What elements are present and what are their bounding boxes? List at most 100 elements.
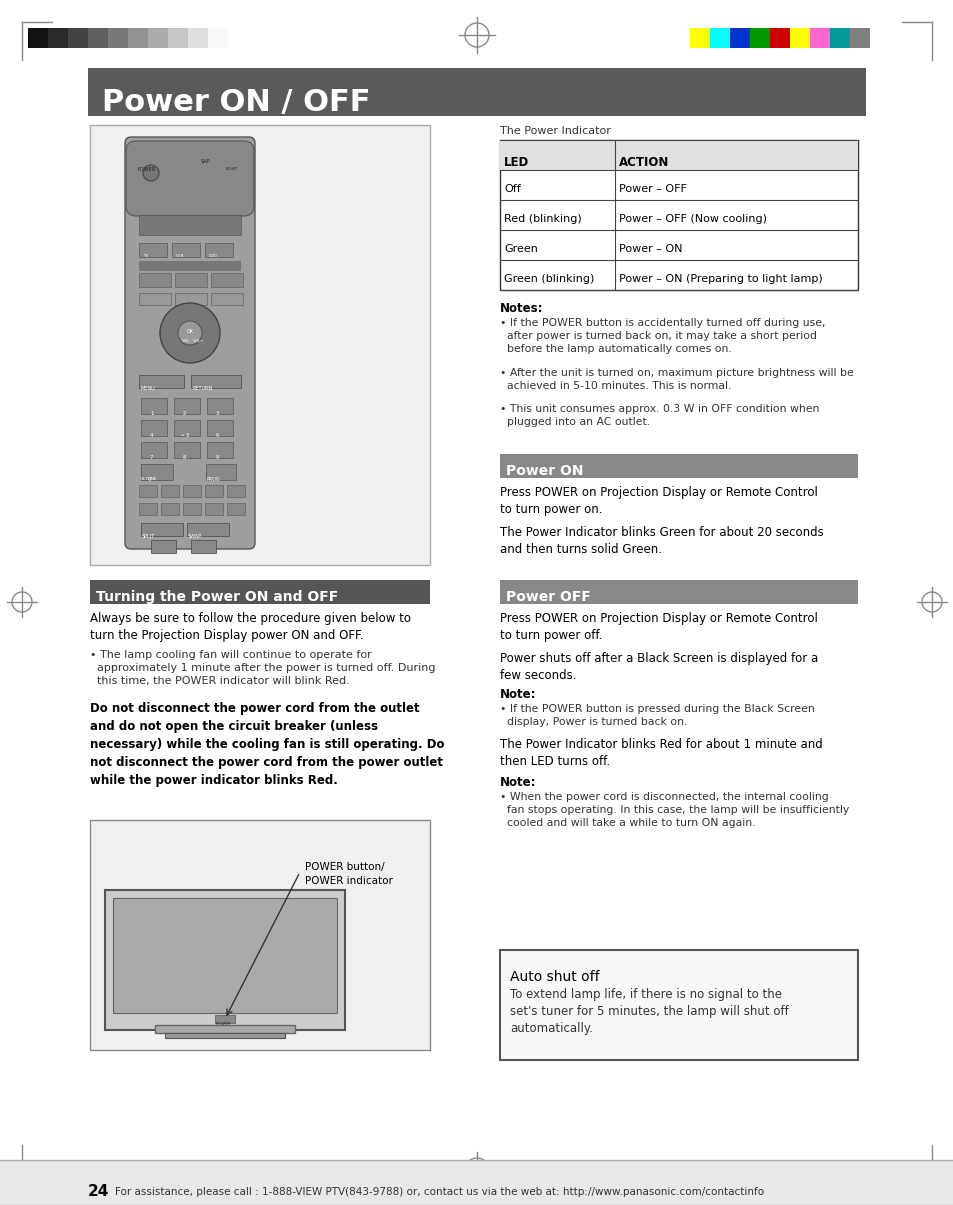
Bar — [499, 454, 857, 478]
Bar — [499, 580, 857, 604]
Text: POWER: POWER — [138, 167, 156, 172]
Text: MENU: MENU — [141, 386, 155, 390]
Text: Power – ON: Power – ON — [618, 243, 681, 254]
Text: For assistance, please call : 1-888-VIEW PTV(843-9788) or, contact us via the we: For assistance, please call : 1-888-VIEW… — [115, 1187, 763, 1197]
Bar — [141, 464, 172, 480]
Text: Power ON / OFF: Power ON / OFF — [102, 88, 370, 117]
Text: 6: 6 — [215, 433, 219, 437]
Bar — [173, 398, 200, 415]
Bar — [205, 502, 223, 515]
Bar — [829, 28, 849, 48]
Text: Green (blinking): Green (blinking) — [503, 274, 594, 284]
Bar — [161, 502, 179, 515]
Text: Turning the Power ON and OFF: Turning the Power ON and OFF — [96, 590, 338, 604]
Bar — [174, 274, 207, 287]
Text: The Power Indicator blinks Green for about 20 seconds
and then turns solid Green: The Power Indicator blinks Green for abo… — [499, 527, 822, 556]
FancyBboxPatch shape — [126, 141, 253, 216]
Text: Power – ON (Preparing to light lamp): Power – ON (Preparing to light lamp) — [618, 274, 821, 284]
Text: 1: 1 — [150, 411, 153, 416]
Bar — [789, 28, 809, 48]
Bar — [161, 484, 179, 496]
Text: • When the power cord is disconnected, the internal cooling
  fan stops operatin: • When the power cord is disconnected, t… — [499, 792, 848, 828]
Bar — [105, 890, 345, 1030]
Bar — [174, 293, 207, 305]
Text: 8: 8 — [183, 455, 186, 460]
Text: The Power Indicator blinks Red for about 1 minute and
then LED turns off.: The Power Indicator blinks Red for about… — [499, 737, 821, 768]
Text: Power – OFF: Power – OFF — [618, 184, 686, 194]
Bar — [172, 243, 200, 257]
Text: Do not disconnect the power cord from the outlet
and do not open the circuit bre: Do not disconnect the power cord from th… — [90, 703, 444, 787]
Text: Always be sure to follow the procedure given below to
turn the Projection Displa: Always be sure to follow the procedure g… — [90, 612, 411, 642]
Text: • The lamp cooling fan will continue to operate for
  approximately 1 minute aft: • The lamp cooling fan will continue to … — [90, 649, 435, 687]
Text: IN-TUNE: IN-TUNE — [141, 477, 157, 481]
Text: SWAP: SWAP — [188, 534, 202, 539]
Text: POWER button/: POWER button/ — [305, 862, 384, 872]
Bar — [191, 540, 215, 553]
Bar — [183, 484, 201, 496]
Text: TV: TV — [143, 254, 149, 258]
Bar — [141, 523, 183, 536]
Bar — [128, 28, 148, 48]
Bar — [139, 274, 171, 287]
Bar — [173, 421, 200, 436]
Text: PROG: PROG — [207, 477, 220, 482]
Bar — [139, 484, 157, 496]
Text: 0: 0 — [148, 477, 152, 482]
Text: POWER: POWER — [215, 1022, 232, 1025]
Bar — [709, 28, 729, 48]
Bar — [188, 28, 208, 48]
Bar — [214, 1015, 234, 1023]
Bar — [108, 28, 128, 48]
Bar — [139, 261, 241, 271]
Bar — [211, 274, 243, 287]
Bar — [0, 1160, 953, 1205]
Bar — [208, 28, 228, 48]
Bar — [154, 1025, 294, 1033]
Text: LIGHT: LIGHT — [226, 167, 238, 171]
Text: Power OFF: Power OFF — [505, 590, 590, 604]
Text: POWER indicator: POWER indicator — [305, 876, 393, 886]
Bar — [849, 28, 869, 48]
Bar — [141, 442, 167, 458]
Bar — [183, 502, 201, 515]
FancyBboxPatch shape — [125, 137, 254, 549]
Bar — [207, 421, 233, 436]
Text: 24: 24 — [88, 1185, 110, 1199]
Text: Note:: Note: — [499, 688, 536, 701]
Bar — [139, 214, 241, 235]
Text: VCR: VCR — [175, 254, 185, 258]
Text: Power – OFF (Now cooling): Power – OFF (Now cooling) — [618, 214, 766, 224]
Bar — [499, 950, 857, 1060]
Bar — [88, 28, 108, 48]
Bar — [809, 28, 829, 48]
Bar — [749, 28, 769, 48]
Text: Red (blinking): Red (blinking) — [503, 214, 581, 224]
Bar — [689, 28, 709, 48]
Bar — [499, 140, 857, 170]
Text: Notes:: Notes: — [499, 302, 543, 315]
Text: 2: 2 — [183, 411, 186, 416]
Text: OK: OK — [187, 329, 193, 334]
Bar — [28, 28, 48, 48]
Bar — [139, 293, 171, 305]
Text: VOL+: VOL+ — [193, 339, 205, 343]
Bar — [141, 421, 167, 436]
Text: DVD: DVD — [209, 254, 218, 258]
Bar — [141, 398, 167, 415]
Bar — [191, 375, 241, 388]
Text: Press POWER on Projection Display or Remote Control
to turn power off.: Press POWER on Projection Display or Rem… — [499, 612, 817, 642]
Text: • If the POWER button is accidentally turned off during use,
  after power is tu: • If the POWER button is accidentally tu… — [499, 318, 824, 354]
Bar — [48, 28, 68, 48]
Text: VOL-: VOL- — [182, 339, 192, 343]
Bar — [151, 540, 175, 553]
Bar — [207, 398, 233, 415]
Bar — [112, 898, 336, 1013]
Text: 9: 9 — [215, 455, 219, 460]
Bar — [90, 580, 430, 604]
Text: • This unit consumes approx. 0.3 W in OFF condition when
  plugged into an AC ou: • This unit consumes approx. 0.3 W in OF… — [499, 404, 819, 428]
Text: Auto shut off: Auto shut off — [510, 970, 599, 984]
Bar — [88, 67, 865, 116]
Bar — [499, 140, 857, 290]
Bar — [165, 1033, 285, 1038]
Text: RETURN: RETURN — [193, 386, 213, 390]
